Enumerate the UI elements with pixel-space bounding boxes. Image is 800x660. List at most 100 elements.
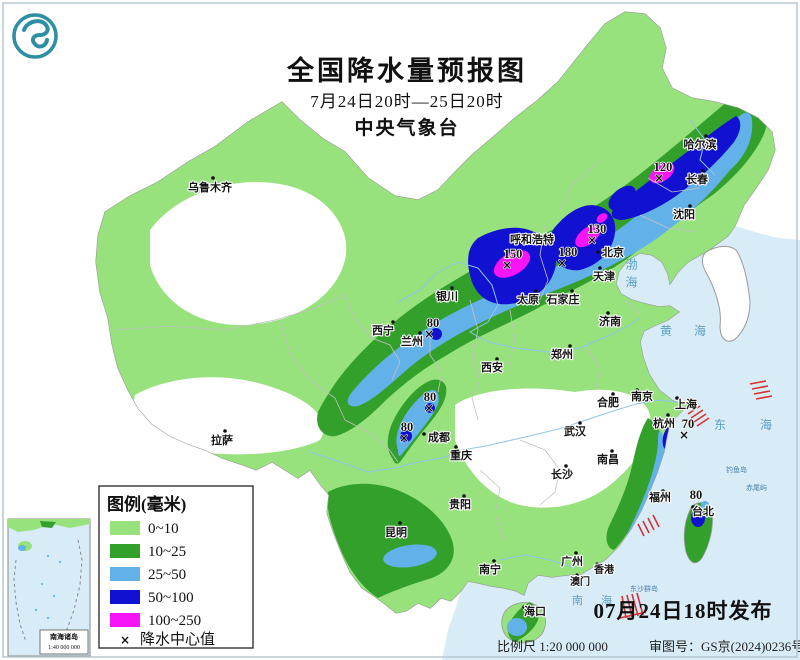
- inset-title: 南海诸岛: [50, 632, 78, 641]
- map-scale: 比例尺 1:20 000 000: [497, 639, 608, 654]
- page-title: 全国降水量预报图: [286, 55, 527, 86]
- city-label: 广州: [561, 554, 583, 568]
- city-label: 西安: [481, 360, 503, 374]
- issued-time: 07月24日18时发布: [594, 599, 773, 623]
- precip-center-values: 120 × 130 × 180 × 150 × 80 × 80 × 80 × 7…: [398, 159, 703, 503]
- city-label: 长春: [686, 172, 709, 186]
- precip-center-marker: ×: [424, 401, 434, 415]
- precip-value: 80: [690, 488, 703, 502]
- sea-label: 南海: [572, 593, 630, 607]
- precip-value: 120: [654, 160, 673, 174]
- city-label: 武汉: [564, 424, 587, 438]
- city-label: 南宁: [479, 562, 501, 576]
- city-label: 南昌: [597, 452, 619, 466]
- hainan-island: [501, 602, 546, 644]
- legend-label: 0~10: [148, 521, 179, 537]
- legend-label: 10~25: [148, 544, 186, 560]
- city-label: 长沙: [551, 467, 573, 481]
- city-label: 乌鲁木齐: [188, 180, 233, 194]
- legend-label: 100~250: [148, 613, 201, 629]
- inset-scale: 1:40 000 000: [48, 645, 80, 651]
- legend-swatch: [110, 567, 140, 581]
- legend-swatch: [110, 544, 140, 558]
- precip-value: 80: [424, 390, 437, 404]
- city-label: 哈尔滨: [684, 137, 717, 151]
- province-borders: [114, 159, 701, 541]
- approval-number: 审图号：GS京(2024)0236号: [649, 639, 800, 654]
- precip-value: 80: [401, 420, 414, 434]
- legend-marker-label: 降水中心值: [140, 631, 215, 648]
- city-label: 郑州: [551, 347, 573, 361]
- precip-center-marker: ×: [502, 258, 512, 272]
- city-label: 海口: [524, 604, 546, 618]
- forecast-period: 7月24日20时—25日20时: [310, 92, 504, 111]
- city-label: 合肥: [597, 395, 619, 409]
- sea-label: 东海: [714, 417, 800, 432]
- legend: 图例(毫米) 0~10 10~25 25~50 50~100 100~250 ×…: [98, 485, 254, 649]
- legend-swatch: [110, 590, 140, 604]
- sea-labels: 渤海 黄海 东海 南海 钓鱼岛 赤尾屿 东沙群岛: [572, 258, 800, 607]
- city-labels: 乌鲁木齐 拉萨 西宁 兰州 银川 西安 成都 重庆 贵阳 昆明 南宁 广州 澳门…: [187, 136, 718, 619]
- taiwan-island: [683, 501, 713, 564]
- city-label: 拉萨: [211, 433, 233, 447]
- city-label: 西宁: [372, 323, 394, 337]
- city-dots: [211, 134, 708, 609]
- city-label: 呼和浩特: [510, 232, 554, 246]
- sea-area: [442, 226, 800, 660]
- island-label: 东沙群岛: [630, 584, 658, 593]
- agency-name: 中央气象台: [354, 116, 459, 139]
- korea-landmass: [701, 245, 751, 342]
- precip-value: 70: [682, 417, 695, 431]
- legend-label: 25~50: [148, 567, 186, 583]
- city-label: 昆明: [385, 526, 407, 539]
- precip-center-marker: ×: [587, 233, 597, 247]
- precip-value: 80: [427, 316, 440, 330]
- precip-center-marker: ×: [424, 327, 434, 341]
- precip-center-marker: ×: [679, 428, 689, 442]
- inset-label-box: [39, 629, 89, 655]
- city-label: 济南: [599, 314, 621, 328]
- island-label: 赤尾屿: [746, 483, 767, 492]
- city-label: 上海: [675, 397, 697, 411]
- city-label: 成都: [428, 430, 450, 444]
- rivers: [309, 119, 716, 569]
- city-label: 太原: [516, 292, 539, 306]
- city-label: 澳门: [570, 575, 590, 588]
- footer: 07月24日18时发布 比例尺 1:20 000 000 审图号：GS京(202…: [497, 599, 800, 654]
- precip-value: 150: [504, 247, 523, 261]
- dry-areas: [133, 182, 651, 508]
- city-label: 香港: [594, 563, 615, 576]
- city-label: 天津: [593, 269, 615, 283]
- sea-label: 渤海: [624, 258, 638, 294]
- city-label: 台北: [692, 504, 714, 518]
- legend-marker-symbol: ×: [120, 633, 130, 647]
- city-label: 重庆: [450, 448, 472, 462]
- sea-label: 黄海: [660, 323, 728, 338]
- city-label: 北京: [602, 245, 624, 259]
- precip-center-marker: ×: [557, 256, 567, 270]
- rain-100-250-layer: [493, 162, 675, 278]
- title-block: 全国降水量预报图 7月24日20时—25日20时 中央气象台: [286, 55, 527, 139]
- precip-center-marker: ×: [654, 171, 664, 185]
- city-label: 沈阳: [673, 207, 695, 221]
- south-china-sea-inset: 南海诸岛 1:40 000 000: [7, 518, 91, 657]
- city-label: 贵阳: [449, 497, 471, 511]
- city-label: 杭州: [653, 416, 675, 430]
- city-label: 石家庄: [546, 292, 580, 306]
- legend-swatch: [110, 613, 140, 627]
- legend-swatch: [110, 521, 140, 535]
- precip-value: 130: [588, 222, 607, 236]
- city-label: 兰州: [401, 334, 423, 348]
- island-label: 钓鱼岛: [726, 465, 747, 474]
- legend-label: 50~100: [148, 590, 194, 606]
- legend-title: 图例(毫米): [107, 494, 186, 514]
- city-label: 福州: [648, 490, 671, 504]
- cma-logo-icon: [12, 13, 58, 59]
- city-label: 南京: [631, 389, 653, 403]
- typhoon-marks: [619, 380, 773, 619]
- precip-center-marker: ×: [399, 431, 409, 445]
- precip-value: 180: [559, 245, 578, 259]
